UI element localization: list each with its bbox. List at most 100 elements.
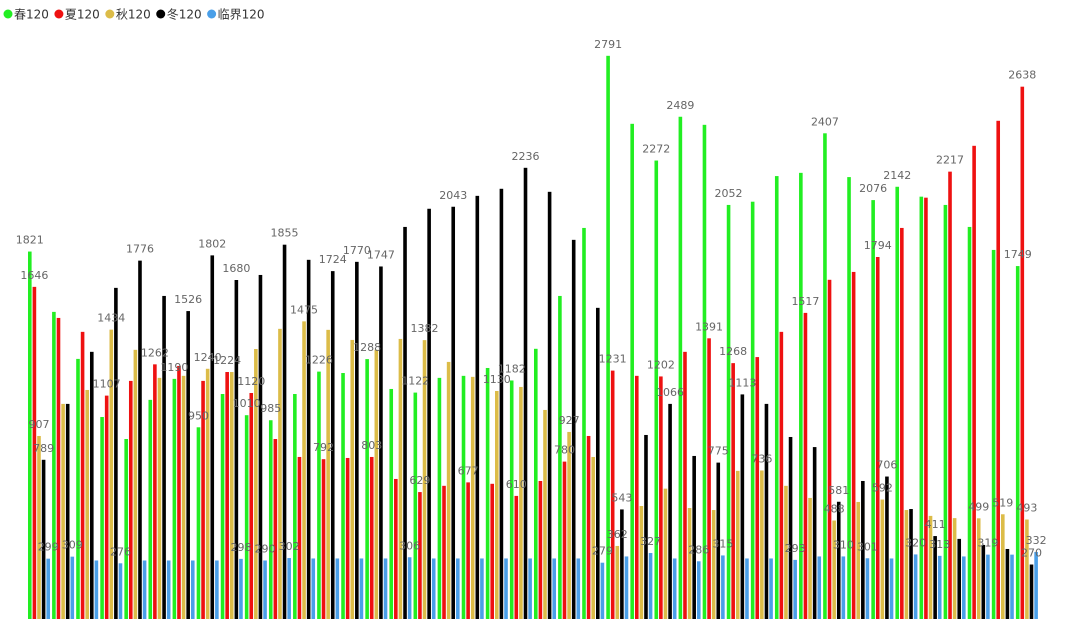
bar — [118, 563, 123, 619]
data-label: 362 — [607, 528, 628, 541]
bar — [875, 256, 880, 619]
data-label: 2791 — [594, 38, 622, 51]
bar — [644, 434, 648, 619]
legend-label: 临界120 — [218, 8, 265, 22]
bar — [851, 271, 856, 619]
bar — [249, 393, 254, 619]
bar — [692, 455, 696, 619]
data-label: 1224 — [213, 354, 241, 367]
bar — [85, 389, 89, 619]
bar — [716, 462, 721, 619]
bar — [817, 556, 822, 619]
bar — [582, 227, 586, 620]
bar — [672, 558, 677, 619]
data-label: 1113 — [728, 376, 756, 389]
bar — [788, 436, 793, 619]
bar — [162, 295, 166, 619]
bar — [374, 349, 379, 619]
data-label: 493 — [1016, 502, 1037, 515]
bar — [779, 331, 784, 619]
bar — [407, 557, 412, 619]
data-label: 327 — [640, 535, 661, 548]
legend-marker — [105, 9, 115, 19]
data-label: 610 — [506, 478, 527, 491]
data-label: 2052 — [715, 187, 743, 200]
bar — [302, 321, 306, 619]
bar — [937, 555, 942, 619]
bar — [109, 329, 114, 619]
data-label: 789 — [33, 442, 54, 455]
bar — [485, 367, 490, 619]
legend: 春120 夏120 秋120 冬120 临界120 — [3, 7, 265, 22]
bar — [991, 249, 996, 619]
bar — [379, 266, 383, 619]
bar — [293, 394, 297, 619]
bar — [239, 558, 243, 619]
bar — [534, 348, 538, 619]
data-label: 1182 — [498, 362, 526, 375]
bar — [268, 420, 273, 619]
bar — [148, 399, 153, 619]
bar — [196, 427, 201, 619]
bar — [889, 558, 894, 619]
data-label: 775 — [708, 445, 729, 458]
data-label: 1517 — [791, 295, 819, 308]
bar — [514, 495, 519, 619]
bar — [865, 558, 870, 619]
bar — [610, 370, 615, 619]
bar — [201, 380, 205, 619]
data-label: 1130 — [483, 373, 511, 386]
bar — [317, 371, 321, 619]
data-label: 2217 — [936, 154, 964, 167]
bar — [933, 536, 937, 619]
data-label: 332 — [1026, 534, 1047, 547]
bar — [369, 456, 374, 619]
bar — [832, 520, 836, 619]
bar — [254, 349, 258, 619]
data-label: 1066 — [656, 386, 684, 399]
data-label: 320 — [905, 536, 926, 549]
bar — [446, 361, 451, 619]
bar — [341, 373, 345, 619]
data-label: 1382 — [411, 322, 439, 335]
bar — [124, 439, 128, 619]
bar — [61, 403, 65, 619]
data-label: 1749 — [1004, 248, 1032, 261]
bar — [678, 116, 683, 619]
bar — [750, 201, 755, 619]
bar — [234, 280, 239, 619]
bar — [133, 349, 138, 619]
data-label: 2142 — [883, 169, 911, 182]
data-label: 1475 — [290, 303, 318, 316]
bar — [841, 556, 846, 619]
bar — [702, 124, 707, 619]
bar — [769, 558, 773, 619]
data-label: 1794 — [864, 239, 892, 252]
data-label: 270 — [1021, 547, 1042, 560]
bar — [52, 311, 56, 619]
data-label: 299 — [38, 541, 59, 554]
bar — [952, 518, 957, 619]
bar — [451, 206, 456, 620]
bar — [345, 457, 350, 619]
bar — [900, 227, 904, 620]
data-label: 306 — [399, 539, 420, 552]
bar — [745, 558, 749, 619]
bar — [321, 459, 326, 619]
bar — [403, 226, 407, 619]
bar — [721, 555, 725, 619]
bar — [422, 340, 427, 619]
bar — [764, 403, 769, 619]
data-label: 1107 — [93, 378, 121, 391]
data-label: 1526 — [174, 293, 202, 306]
bar — [639, 506, 644, 619]
bar — [490, 483, 495, 619]
bar — [861, 480, 865, 619]
bar — [591, 456, 595, 619]
data-label: 780 — [554, 444, 575, 457]
bar — [186, 311, 190, 619]
data-label: 2272 — [642, 143, 670, 156]
data-label: 293 — [785, 542, 806, 555]
bar — [1025, 519, 1029, 619]
bar — [567, 431, 571, 619]
